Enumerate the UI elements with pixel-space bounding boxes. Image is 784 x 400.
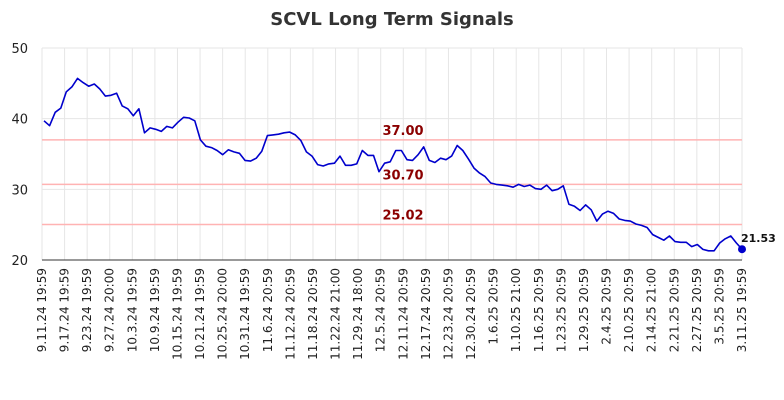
x-tick-label: 10.21.24 19:59	[193, 268, 207, 360]
last-value-label: 21.53	[741, 232, 776, 245]
x-tick-label: 1.10.25 21:00	[509, 268, 523, 352]
x-tick-label: 2.14.25 21:00	[645, 268, 659, 352]
x-tick-label: 9.17.24 19:59	[58, 268, 72, 352]
x-tick-label: 1.23.25 20:59	[554, 268, 568, 352]
x-tick-label: 3.11.25 19:59	[735, 268, 749, 352]
x-tick-label: 10.31.24 19:59	[238, 268, 252, 360]
x-tick-label: 11.29.24 18:00	[351, 268, 365, 360]
y-tick-label: 40	[11, 113, 28, 128]
x-tick-label: 11.22.24 21:00	[329, 268, 343, 360]
x-tick-label: 12.11.24 20:59	[396, 268, 410, 360]
x-tick-label: 1.16.25 20:59	[532, 268, 546, 352]
reference-lines: 37.00 30.70 25.02	[42, 124, 742, 226]
reference-line-label: 37.00	[382, 124, 423, 139]
series-line	[43, 77, 743, 252]
x-tick-label: 1.6.25 20:59	[487, 268, 501, 345]
y-tick-label: 30	[11, 183, 28, 198]
x-tick-label: 10.3.24 19:59	[125, 268, 139, 352]
grid	[41, 47, 743, 261]
x-tick-label: 3.5.25 20:59	[712, 268, 726, 345]
x-tick-label: 9.27.24 20:00	[103, 268, 117, 352]
x-tick-label: 11.18.24 20:59	[306, 268, 320, 360]
x-tick-label: 12.30.24 20:59	[464, 268, 478, 360]
x-tick-label: 11.6.24 20:59	[261, 268, 275, 352]
x-tick-label: 9.23.24 19:59	[80, 268, 94, 352]
x-tick-label: 2.4.25 20:59	[600, 268, 614, 345]
y-tick-label: 50	[11, 42, 28, 57]
reference-line-label: 25.02	[382, 209, 423, 224]
x-tick-label: 11.12.24 20:59	[283, 268, 297, 360]
x-tick-label: 2.10.25 20:59	[622, 268, 636, 352]
series-group: 21.53	[43, 77, 776, 254]
x-tick-label: 10.15.24 19:59	[170, 268, 184, 360]
tick-labels: 20 30 40 50 9.11.24 19:59 9.17.24 19:59 9.23.2…	[11, 42, 749, 360]
y-tick-label: 20	[11, 254, 28, 269]
x-tick-label: 12.23.24 20:59	[441, 268, 455, 360]
x-tick-label: 9.11.24 19:59	[35, 268, 49, 352]
x-tick-label: 2.21.25 20:59	[667, 268, 681, 352]
x-tick-label: 2.27.25 20:59	[690, 268, 704, 352]
last-value-point	[738, 245, 746, 254]
chart-title: SCVL Long Term Signals	[270, 9, 514, 30]
x-tick-label: 10.9.24 19:59	[148, 268, 162, 352]
reference-line-label: 30.70	[382, 168, 423, 183]
x-tick-label: 1.29.25 20:59	[577, 268, 591, 352]
x-tick-label: 10.25.24 20:00	[216, 268, 230, 360]
x-tick-label: 12.17.24 20:59	[419, 268, 433, 360]
x-tick-label: 12.5.24 20:59	[374, 268, 388, 352]
